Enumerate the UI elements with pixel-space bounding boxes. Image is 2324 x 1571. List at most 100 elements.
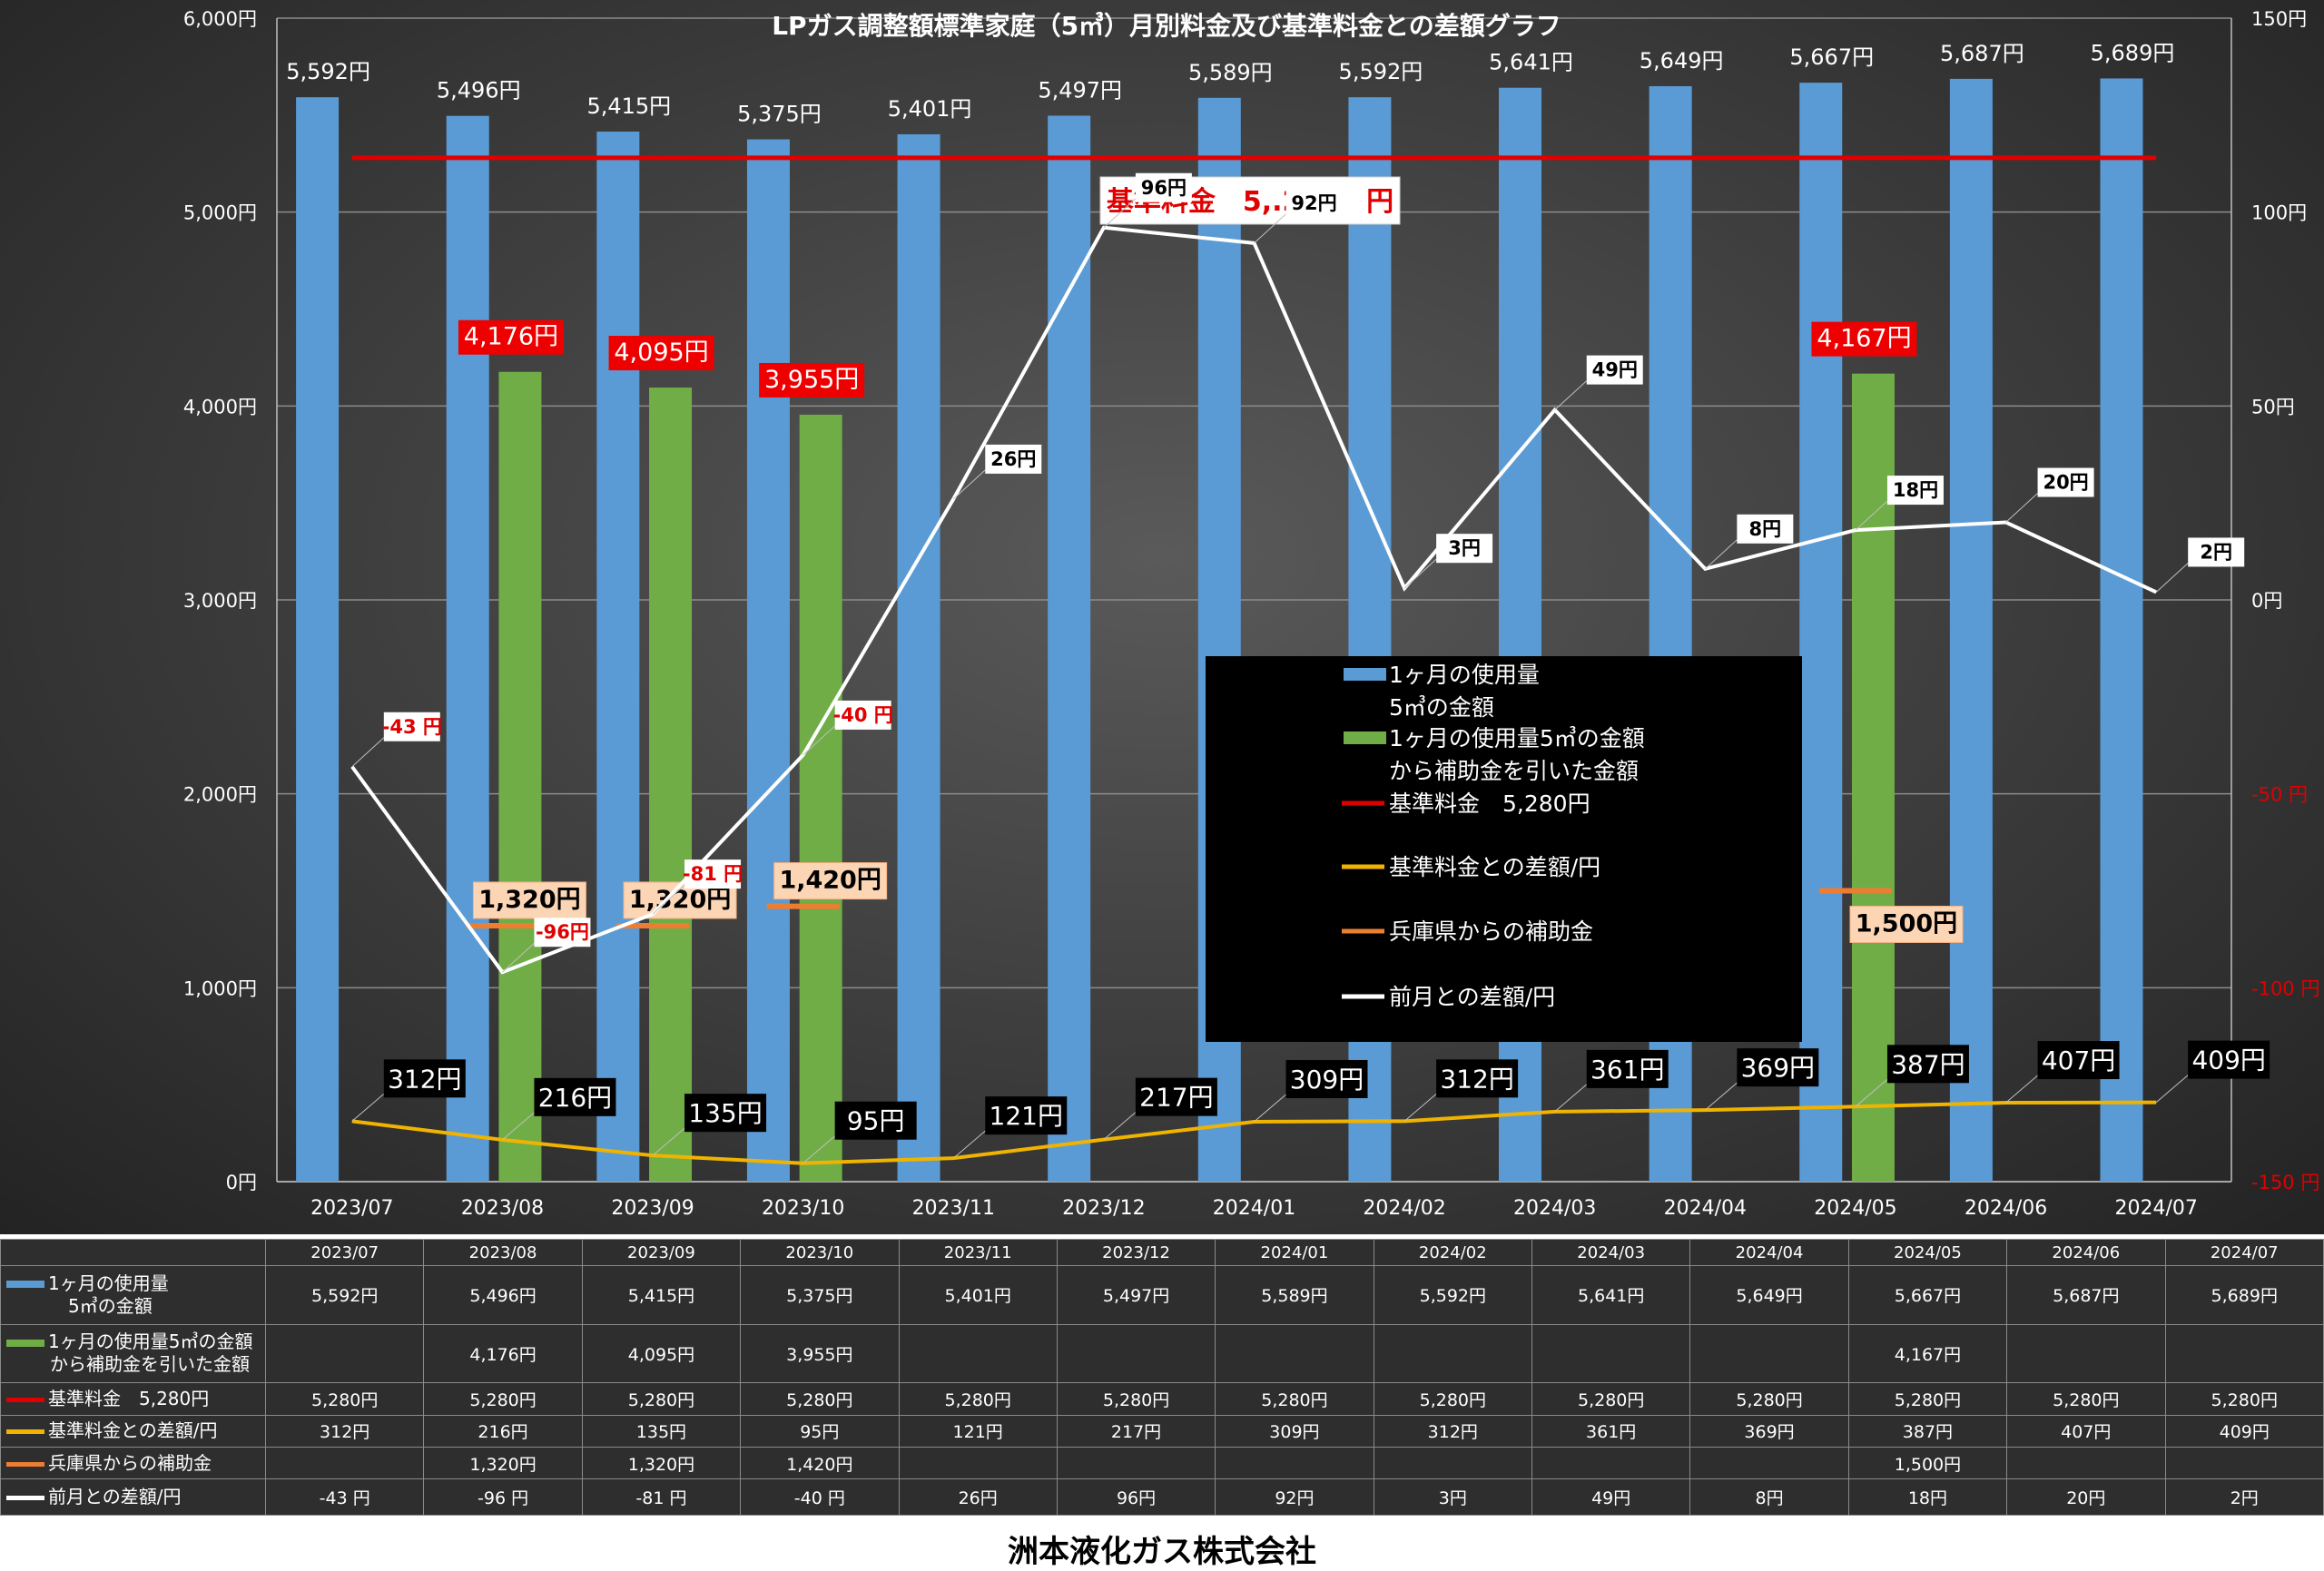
table-header-cell: 2024/05 — [1847, 1238, 2008, 1267]
bar-usage-amount — [446, 115, 489, 1183]
table-cell: 5,280円 — [1373, 1382, 1533, 1416]
diff-label-box — [1436, 1059, 1519, 1098]
table-series-label: 1ヶ月の使用量5㎥の金額 — [48, 1330, 253, 1353]
bar-label-usage-amount: 5,592円 — [1339, 59, 1423, 84]
x-tick-label: 2024/07 — [2114, 1197, 2197, 1220]
y-tick-label: 2,000円 — [183, 784, 257, 806]
month-diff-label: 8円 — [1749, 518, 1782, 540]
table-series-name: 1ヶ月の使用量5㎥の金額 から補助金を引いた金額 — [0, 1323, 266, 1384]
leader-line — [2005, 1075, 2038, 1104]
table-series-name-line: 基準料金との差額/円 — [6, 1419, 265, 1442]
table-cell: 5,280円 — [1689, 1382, 1849, 1416]
y2-tick-label: -50 円 — [2251, 784, 2308, 806]
month-diff-label: -96円 — [536, 921, 589, 943]
leader-line — [952, 1130, 986, 1159]
table-cell: 5,589円 — [1215, 1265, 1374, 1325]
table-series-name-line: 兵庫県からの補助金 — [6, 1452, 265, 1475]
leader-line — [2155, 1075, 2189, 1103]
table-legend-swatch — [6, 1461, 44, 1467]
diff-label-box — [2037, 1041, 2120, 1080]
table-series-label: 基準料金 5,280円 — [48, 1387, 210, 1409]
y-tick-label: 0円 — [226, 1172, 257, 1193]
table-series-name-line: 基準料金 5,280円 — [6, 1388, 265, 1410]
leader-line — [351, 737, 385, 768]
bar-label-usage-amount: 5,689円 — [2091, 40, 2175, 65]
leader-line — [1254, 213, 1286, 244]
leader-line — [1254, 1094, 1286, 1123]
table-series-name-line: 5㎥の金額 — [6, 1295, 265, 1318]
month-diff-label: -40 円 — [833, 704, 893, 726]
y2-tick-label: 50円 — [2251, 396, 2295, 417]
table-cell — [264, 1323, 425, 1384]
bar-label-usage-amount: 5,497円 — [1038, 77, 1122, 103]
table-header-cell: 2023/12 — [1056, 1238, 1216, 1267]
subsidy-label-box — [472, 881, 586, 919]
bar-label-usage-amount: 5,496円 — [437, 78, 521, 103]
legend-label: 基準料金との差額/円 — [1389, 854, 1600, 880]
bar-after-subsidy — [498, 371, 542, 1182]
leader-line — [1705, 539, 1738, 570]
table-row: 基準料金との差額/円 312円 216円 135円 95円 121円 217円 309円 312… — [0, 1414, 2324, 1448]
bar-label-usage-amount: 5,589円 — [1188, 60, 1273, 85]
month-diff-label-box — [834, 700, 891, 730]
diff-label: 369円 — [1741, 1053, 1815, 1083]
table-row: 前月との差額/円 -43 円 -96 円 -81 円 -40 円 26円 96円 92円 3円 4… — [0, 1478, 2324, 1516]
table-cell: 5,497円 — [1056, 1265, 1216, 1325]
table-cell: 5,280円 — [2164, 1382, 2324, 1416]
chart-svg: 0円 1,000円 2,000円 3,000円 4,000円 5,000円 6,000円 -1… — [183, 8, 2320, 1220]
y-tick-label: 1,000円 — [183, 977, 257, 999]
bar-label-box-after-subsidy — [759, 362, 865, 398]
diff-label-box — [1737, 1048, 1819, 1087]
diff-label: 95円 — [847, 1106, 905, 1136]
table-cell: 5,687円 — [2006, 1265, 2166, 1325]
table-header-cell: 2024/06 — [2006, 1238, 2166, 1267]
table-cell: 3円 — [1373, 1478, 1533, 1516]
leader-line — [1855, 500, 1888, 531]
subsidy-label: 1,500円 — [1856, 910, 1957, 938]
diff-label-box — [1285, 1059, 1368, 1098]
table-cell — [1373, 1447, 1533, 1480]
bar-label-after-subsidy: 4,095円 — [614, 339, 708, 367]
diff-label: 407円 — [2042, 1046, 2115, 1075]
table-cell: 95円 — [740, 1414, 900, 1448]
table-row: 兵庫県からの補助金 1,320円 1,320円 1,420円 1,500円 — [0, 1447, 2324, 1480]
table-series-name-line: 1ヶ月の使用量5㎥の金額 — [6, 1330, 265, 1353]
table-cell: 1,500円 — [1847, 1447, 2008, 1480]
table-series-label: 5㎥の金額 — [50, 1294, 153, 1317]
diff-label: 361円 — [1590, 1055, 1664, 1085]
table-series-name: 兵庫県からの補助金 — [0, 1447, 266, 1480]
table-legend-swatch — [6, 1429, 44, 1435]
table-series-name-line: 前月との差額/円 — [6, 1486, 265, 1508]
legend — [1206, 656, 1802, 1042]
table-cell: 309円 — [1215, 1414, 1374, 1448]
bar-label-after-subsidy: 3,955円 — [764, 366, 859, 394]
bar-label-usage-amount: 5,401円 — [888, 96, 972, 122]
table-legend-swatch — [6, 1397, 44, 1402]
month-diff-label: 49円 — [1592, 359, 1638, 381]
bar-usage-amount — [296, 97, 340, 1182]
legend-swatch — [1344, 668, 1386, 681]
y-tick-label: 6,000円 — [183, 8, 257, 30]
table-header-cell: 2023/11 — [898, 1238, 1058, 1267]
table-row: 基準料金 5,280円 5,280円 5,280円 5,280円 5,280円 5,280… — [0, 1382, 2324, 1416]
table-series-name-line: から補助金を引いた金額 — [6, 1353, 265, 1376]
bar-label-usage-amount: 5,641円 — [1489, 50, 1573, 75]
month-diff-label: 18円 — [1893, 479, 1938, 501]
table-cell: 5,375円 — [740, 1265, 900, 1325]
bar-usage-amount — [1949, 78, 1993, 1182]
table-cell: -96 円 — [423, 1478, 583, 1516]
x-tick-label: 2024/02 — [1363, 1197, 1445, 1220]
table-cell — [898, 1323, 1058, 1384]
table-series-label: 1ヶ月の使用量 — [48, 1272, 169, 1294]
y-tick-label: 4,000円 — [183, 396, 257, 417]
bar-label-box-after-subsidy — [608, 336, 714, 371]
table-corner-cell — [0, 1238, 266, 1267]
leader-line — [1403, 558, 1437, 589]
table-row: 1ヶ月の使用量5㎥の金額 から補助金を引いた金額 4,176円 4,095円 3,955… — [0, 1323, 2324, 1384]
table-cell: 2円 — [2164, 1478, 2324, 1516]
leader-line — [652, 1127, 685, 1156]
table-series-label: 基準料金との差額/円 — [48, 1419, 218, 1442]
subsidy-label-box — [1849, 906, 1964, 943]
table-cell: 5,496円 — [423, 1265, 583, 1325]
bar-label-box-after-subsidy — [1811, 321, 1917, 357]
